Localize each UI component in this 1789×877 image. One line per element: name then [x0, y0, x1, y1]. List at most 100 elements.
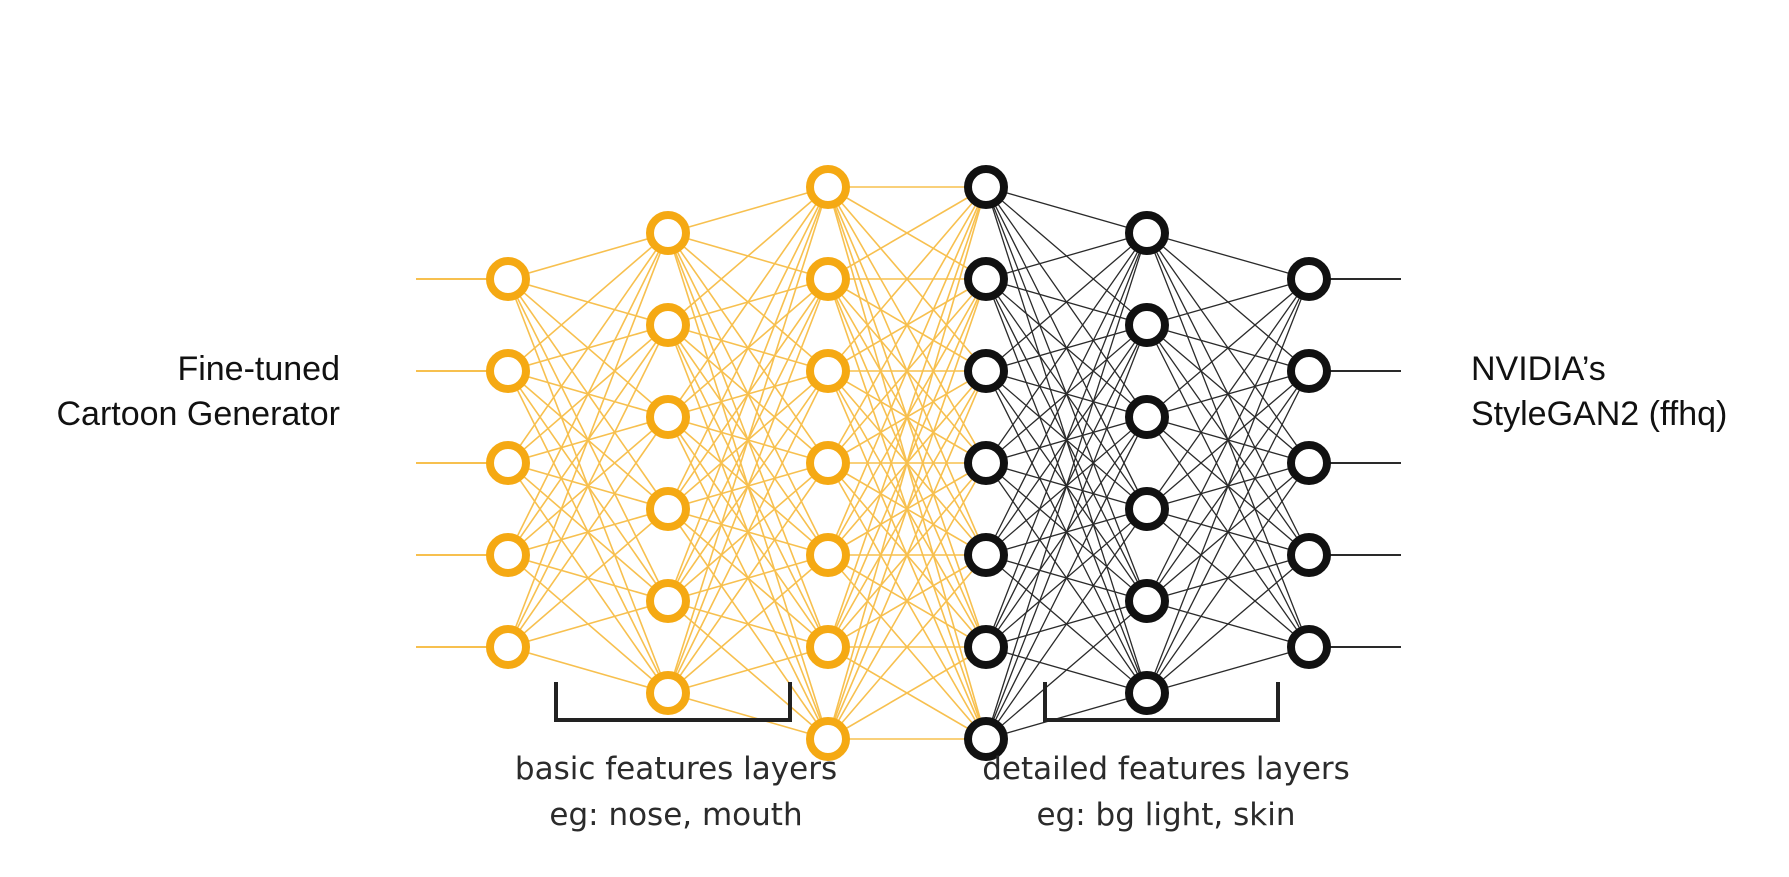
detailed-layer-node: [1125, 303, 1169, 347]
detailed-layer-node: [1287, 349, 1331, 393]
connection-line: [827, 554, 987, 740]
detailed-layer-node: [1287, 441, 1331, 485]
connection-line: [1146, 278, 1310, 694]
basic-caption-line1: basic features layers: [514, 751, 838, 787]
connection-line: [667, 554, 829, 694]
detailed-caption-line1: detailed features layers: [982, 751, 1350, 787]
connection-line: [827, 646, 987, 740]
basic-layer-node: [646, 671, 690, 715]
connection-line: [827, 186, 987, 280]
connection-line: [1146, 462, 1310, 694]
connection-line: [667, 186, 829, 694]
left-label-line1: Fine-tuned: [177, 350, 340, 388]
connection-line: [985, 232, 1148, 648]
connection-line: [667, 692, 829, 740]
network-connections: [507, 186, 1310, 740]
connection-line: [507, 324, 669, 648]
basic-layer-node: [646, 579, 690, 623]
connection-line: [667, 646, 829, 694]
connection-line: [827, 278, 987, 740]
connection-line: [507, 646, 669, 694]
connection-line: [667, 370, 829, 694]
detailed-layer-node: [1125, 211, 1169, 255]
basic-layer-node: [486, 533, 530, 577]
network-nodes: [486, 165, 1331, 761]
basic-layer-node: [806, 349, 850, 393]
connection-line: [507, 232, 669, 648]
connection-line: [827, 186, 987, 464]
basic-layer-node: [486, 441, 530, 485]
connection-line: [985, 600, 1148, 740]
connection-line: [985, 232, 1148, 464]
connection-line: [827, 370, 987, 740]
detailed-layer-node: [1125, 671, 1169, 715]
connection-line: [507, 508, 669, 648]
connection-line: [1146, 646, 1310, 694]
connection-line: [667, 186, 829, 602]
basic-layer-node: [806, 441, 850, 485]
left-label-line2: Cartoon Generator: [56, 395, 341, 433]
connection-line: [985, 232, 1148, 740]
connection-line: [827, 462, 987, 740]
basic-caption-line2: eg: nose, mouth: [549, 797, 803, 833]
connection-line: [507, 232, 669, 464]
basic-layer-node: [646, 303, 690, 347]
connection-line: [1146, 370, 1310, 694]
detailed-caption-line2: eg: bg light, skin: [1036, 797, 1296, 833]
connection-line: [985, 416, 1148, 740]
connection-line: [985, 232, 1148, 372]
connection-line: [667, 462, 829, 694]
connection-line: [667, 278, 829, 694]
basic-layer-node: [486, 257, 530, 301]
right-label-line2: StyleGAN2 (ffhq): [1471, 395, 1728, 433]
right-generator-label: NVIDIA’s StyleGAN2 (ffhq): [1471, 347, 1727, 437]
detailed-layer-node: [1125, 579, 1169, 623]
connection-line: [827, 186, 987, 372]
basic-layer-node: [486, 625, 530, 669]
basic-layer-node: [646, 395, 690, 439]
connection-line: [1146, 554, 1310, 694]
detailed-layer-node: [964, 441, 1008, 485]
detailed-layer-node: [1287, 625, 1331, 669]
detailed-features-caption: detailed features layers eg: bg light, s…: [982, 746, 1350, 838]
basic-layer-node: [646, 487, 690, 531]
basic-features-caption: basic features layers eg: nose, mouth: [515, 746, 837, 838]
basic-layer-node: [806, 625, 850, 669]
detailed-layer-node: [1287, 257, 1331, 301]
connection-line: [1146, 278, 1310, 418]
connection-line: [985, 232, 1148, 556]
connection-line: [827, 186, 987, 740]
connection-line: [1146, 232, 1310, 280]
connection-line: [1146, 278, 1310, 510]
basic-layer-node: [806, 533, 850, 577]
connection-line: [985, 508, 1148, 740]
detailed-layer-node: [1125, 395, 1169, 439]
connection-line: [667, 186, 829, 510]
basic-layer-node: [806, 165, 850, 209]
connection-line: [667, 186, 829, 234]
connection-line: [985, 232, 1148, 280]
connection-line: [507, 416, 669, 648]
connection-line: [507, 232, 669, 372]
detailed-layer-node: [964, 533, 1008, 577]
detailed-layer-node: [1125, 487, 1169, 531]
connection-line: [1146, 278, 1310, 326]
basic-layer-node: [806, 257, 850, 301]
detailed-layer-node: [964, 165, 1008, 209]
left-generator-label: Fine-tuned Cartoon Generator: [57, 347, 341, 437]
detailed-layer-node: [1287, 533, 1331, 577]
connection-line: [1146, 278, 1310, 602]
connection-line: [827, 186, 987, 556]
connection-line: [827, 186, 987, 648]
connection-line: [985, 186, 1148, 234]
connection-line: [507, 232, 669, 280]
detailed-layer-node: [964, 717, 1008, 761]
connection-line: [507, 232, 669, 556]
connection-line: [667, 186, 829, 418]
basic-layer-node: [646, 211, 690, 255]
basic-layer-node: [806, 717, 850, 761]
detailed-layer-node: [964, 349, 1008, 393]
detailed-layer-node: [964, 257, 1008, 301]
right-label-line1: NVIDIA’s: [1471, 350, 1606, 388]
